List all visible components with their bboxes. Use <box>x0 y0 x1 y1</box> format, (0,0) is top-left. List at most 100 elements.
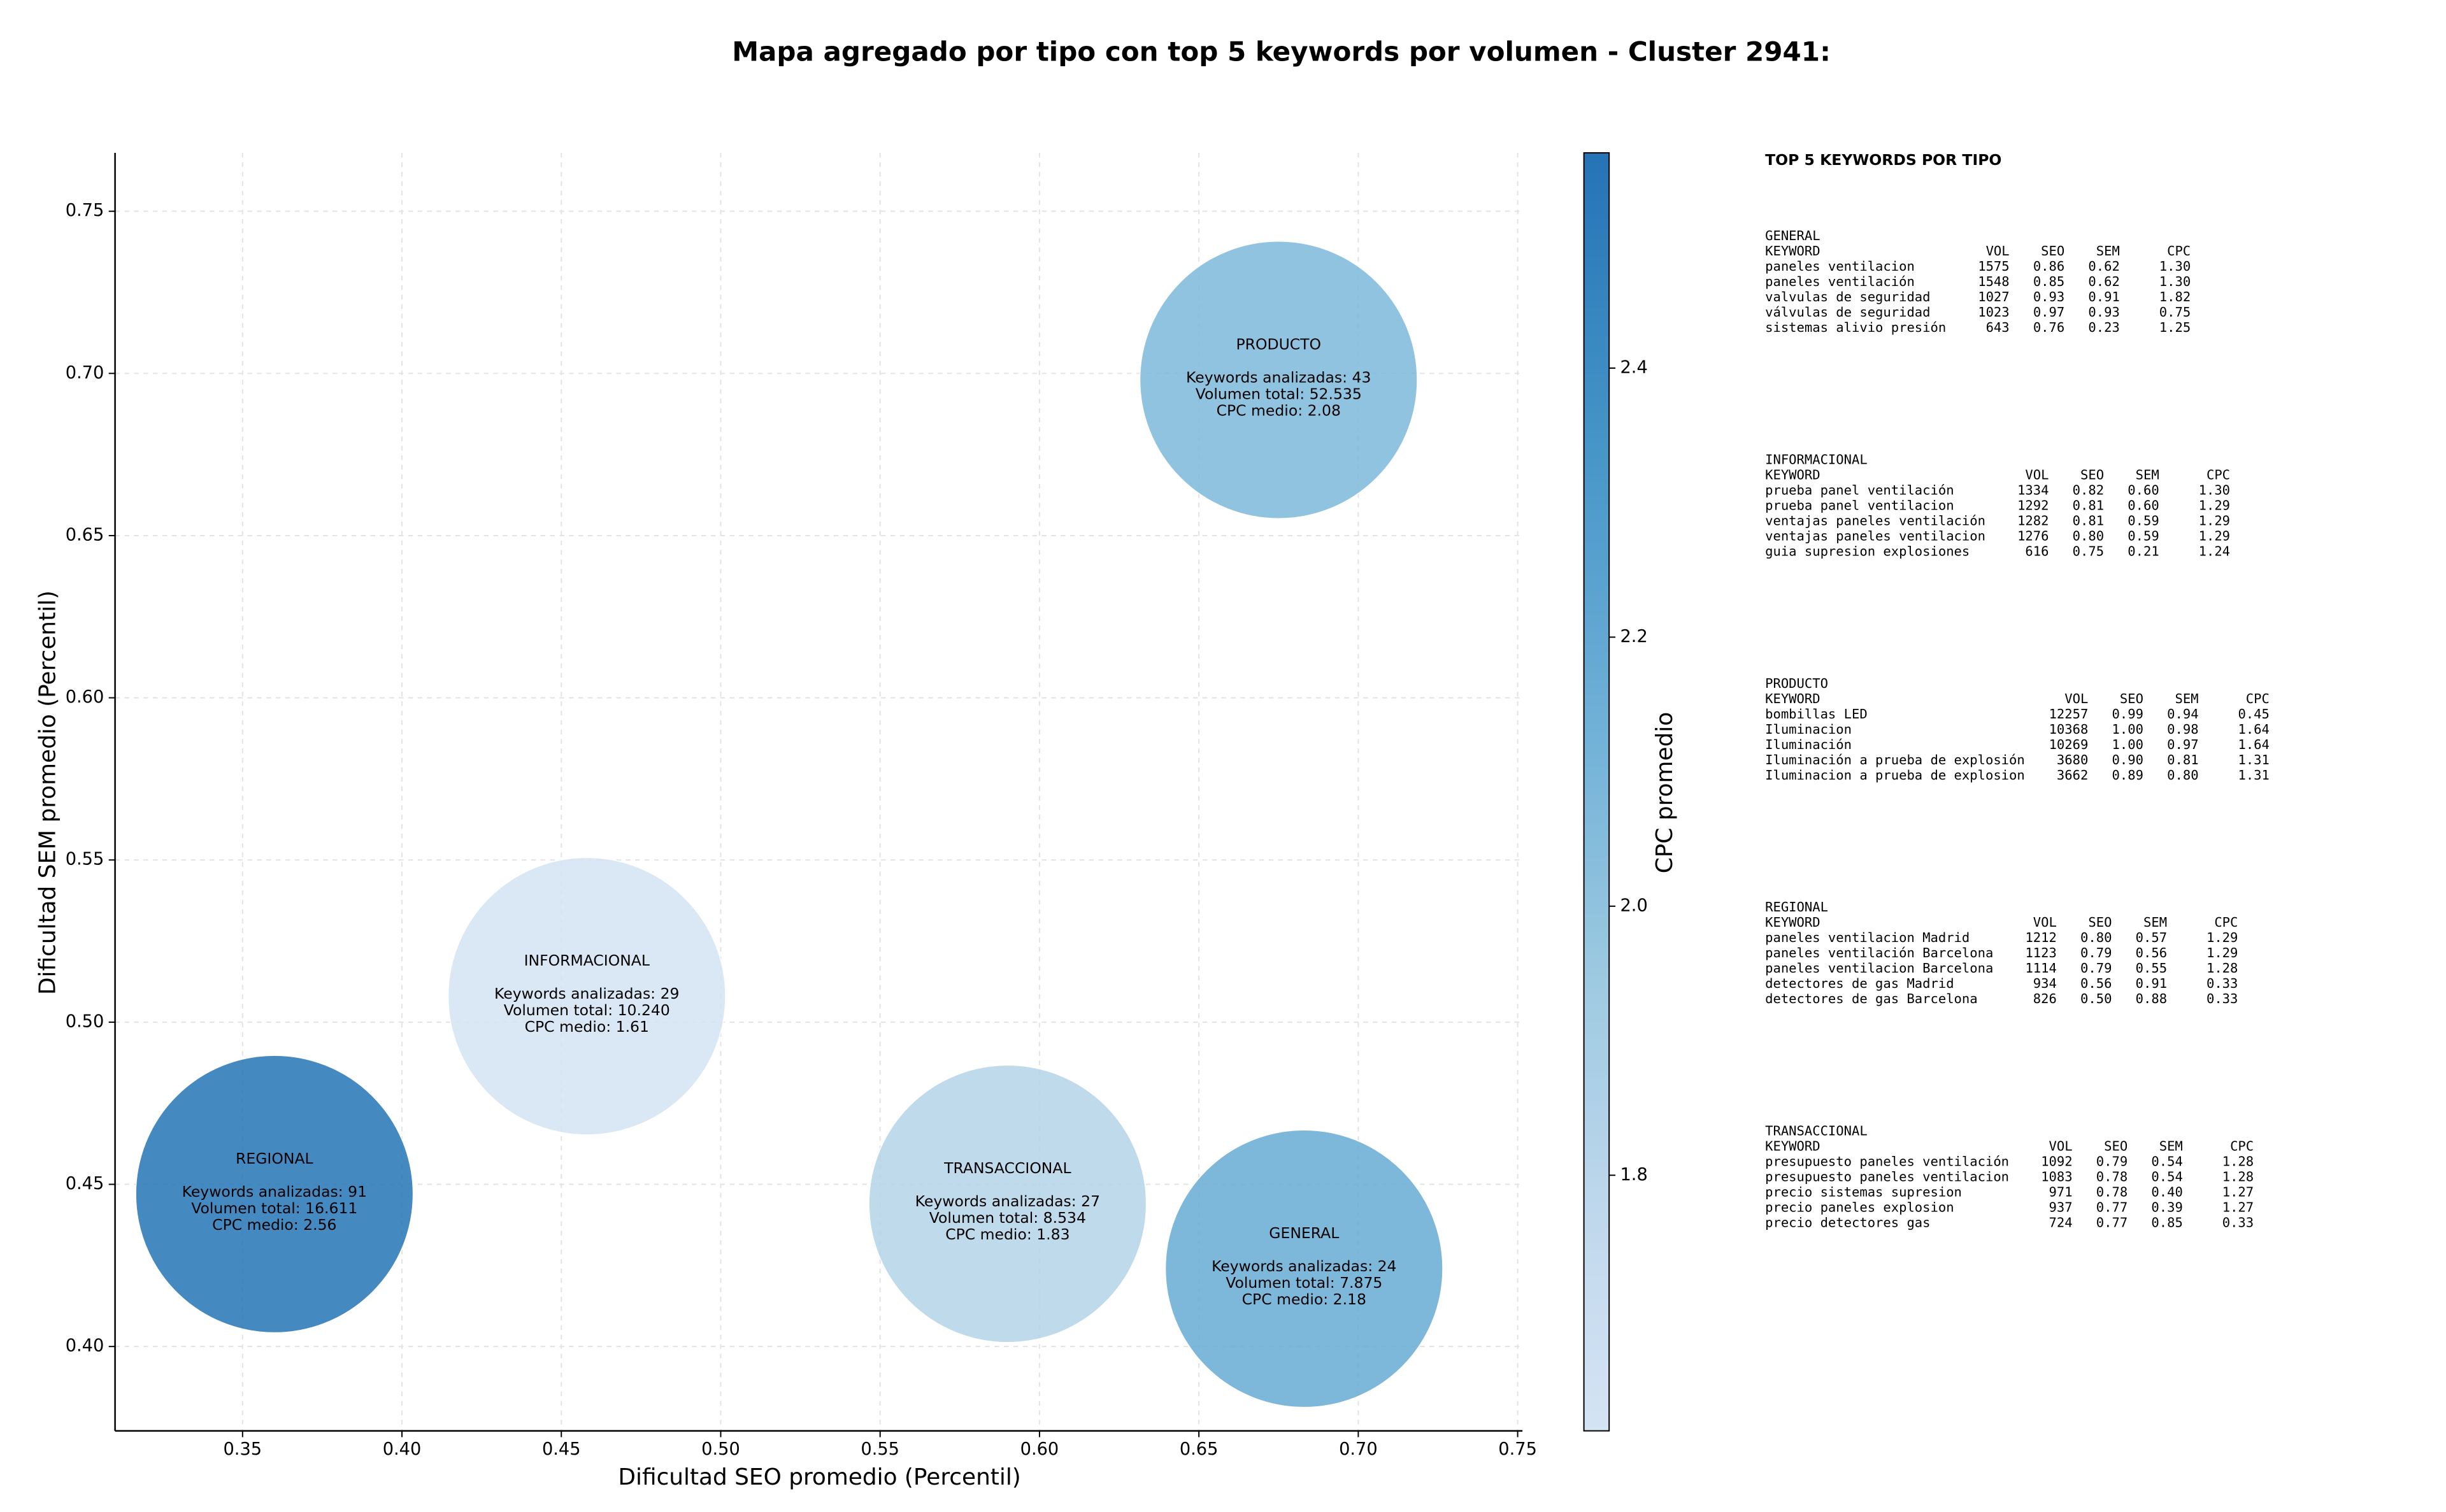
table-cell: 1.00 <box>2112 722 2143 737</box>
bubble-info: CPC medio: 1.83 <box>945 1225 1069 1243</box>
chart-title: Mapa agregado por tipo con top 5 keyword… <box>732 36 1831 68</box>
column-header: CPC <box>2167 243 2191 259</box>
bubble-info: Volumen total: 8.534 <box>929 1209 1086 1227</box>
table-cell: 643 <box>1986 320 2010 335</box>
column-header: CPC <box>2246 691 2270 706</box>
table-cell: 0.54 <box>2151 1169 2182 1184</box>
table-cell: Iluminacion a prueba de explosion <box>1765 767 2025 783</box>
colorbar-tick-label: 1.8 <box>1620 1165 1648 1185</box>
table-cell: 0.89 <box>2112 767 2143 783</box>
table-cell: 0.97 <box>2033 304 2064 320</box>
table-cell: 3662 <box>2057 767 2088 783</box>
bubble-info: Keywords analizadas: 27 <box>915 1192 1100 1210</box>
table-cell: 1123 <box>2025 945 2056 960</box>
column-header: SEO <box>2104 1138 2128 1153</box>
table-cell: 0.62 <box>2088 259 2119 274</box>
table-cell: 1.28 <box>2206 960 2238 976</box>
table-name: GENERAL <box>1765 228 1820 243</box>
column-header: KEYWORD <box>1765 691 1820 706</box>
column-header: SEM <box>2175 691 2198 706</box>
table-cell: 1.27 <box>2222 1184 2254 1199</box>
column-header: SEO <box>2120 691 2143 706</box>
table-cell: 0.80 <box>2073 528 2104 543</box>
table-cell: detectores de gas Barcelona <box>1765 991 1978 1006</box>
x-tick-label: 0.50 <box>701 1439 740 1459</box>
table-cell: 1.31 <box>2238 752 2269 767</box>
table-cell: precio sistemas supresion <box>1765 1184 1962 1199</box>
table-cell: 0.40 <box>2151 1184 2182 1199</box>
table-cell: Iluminación a prueba de explosión <box>1765 752 2025 767</box>
table-cell: 1282 <box>2017 513 2049 528</box>
y-tick-label: 0.70 <box>66 363 104 383</box>
table-cell: 0.98 <box>2167 722 2198 737</box>
table-cell: 1.29 <box>2199 513 2230 528</box>
y-tick-label: 0.60 <box>66 687 104 707</box>
bubble-info: CPC medio: 2.18 <box>1242 1290 1366 1308</box>
bubble-info: Keywords analizadas: 43 <box>1186 369 1371 387</box>
table-cell: 0.75 <box>2073 543 2104 559</box>
table-cell: 0.57 <box>2136 930 2167 945</box>
table-cell: 0.79 <box>2096 1153 2128 1169</box>
table-cell: 1.29 <box>2199 497 2230 513</box>
table-cell: 10269 <box>2049 737 2089 752</box>
table-cell: 1.29 <box>2199 528 2230 543</box>
bubble-label: INFORMACIONAL <box>524 952 650 969</box>
table-cell: 0.56 <box>2080 976 2112 991</box>
table-cell: 0.91 <box>2088 289 2119 304</box>
bubble-info: Volumen total: 10.240 <box>504 1001 670 1019</box>
table-cell: 1.29 <box>2206 930 2238 945</box>
table-cell: 1.00 <box>2112 737 2143 752</box>
table-cell: 826 <box>2033 991 2057 1006</box>
bubble-info: Volumen total: 7.875 <box>1226 1274 1382 1292</box>
bubble-info: Volumen total: 16.611 <box>191 1199 357 1217</box>
column-header: CPC <box>2206 467 2230 482</box>
x-tick-label: 0.45 <box>542 1439 581 1459</box>
table-cell: 934 <box>2033 976 2057 991</box>
table-cell: 1575 <box>1978 259 2009 274</box>
x-tick-label: 0.65 <box>1180 1439 1219 1459</box>
column-header: SEO <box>2088 915 2112 930</box>
table-cell: guia supresion explosiones <box>1765 543 1970 559</box>
table-cell: 0.80 <box>2167 767 2198 783</box>
table-cell: presupuesto paneles ventilación <box>1765 1153 2009 1169</box>
bubble-label: REGIONAL <box>236 1150 313 1167</box>
column-header: VOL <box>2049 1138 2073 1153</box>
table-cell: 1.30 <box>2199 482 2230 497</box>
column-header: SEM <box>2159 1138 2183 1153</box>
table-cell: 0.78 <box>2096 1184 2128 1199</box>
table-cell: 1.31 <box>2238 767 2269 783</box>
table-cell: 0.60 <box>2128 482 2159 497</box>
bubble-info: Keywords analizadas: 29 <box>494 985 679 1002</box>
column-header: VOL <box>2033 915 2057 930</box>
x-tick-label: 0.55 <box>861 1439 899 1459</box>
column-header: SEO <box>2041 243 2064 259</box>
table-cell: ventajas paneles ventilación <box>1765 513 1985 528</box>
table-cell: 0.93 <box>2088 304 2119 320</box>
y-tick-label: 0.75 <box>66 201 104 220</box>
table-cell: 0.77 <box>2096 1199 2128 1215</box>
bubble-label: GENERAL <box>1269 1224 1339 1242</box>
bubble <box>1139 241 1418 519</box>
table-cell: valvulas de seguridad <box>1765 289 1930 304</box>
table-cell: 1023 <box>1978 304 2009 320</box>
table-cell: 1114 <box>2025 960 2056 976</box>
table-cell: 0.81 <box>2073 513 2104 528</box>
table-cell: Iluminacion <box>1765 722 1852 737</box>
table-cell: precio detectores gas <box>1765 1215 1930 1230</box>
colorbar-tick-label: 2.0 <box>1620 895 1648 915</box>
column-header: VOL <box>2025 467 2049 482</box>
table-cell: 1.28 <box>2222 1169 2254 1184</box>
table-cell: paneles ventilacion Barcelona <box>1765 960 1993 976</box>
table-cell: 3680 <box>2057 752 2088 767</box>
x-tick-label: 0.40 <box>383 1439 422 1459</box>
column-header: KEYWORD <box>1765 467 1820 482</box>
table-cell: 1.25 <box>2159 320 2191 335</box>
table-cell: 1276 <box>2017 528 2049 543</box>
table-name: PRODUCTO <box>1765 676 1828 691</box>
table-cell: 0.91 <box>2136 976 2167 991</box>
table-cell: 0.60 <box>2128 497 2159 513</box>
bubble <box>447 857 726 1136</box>
table-cell: paneles ventilacion Madrid <box>1765 930 1970 945</box>
bubble-info: CPC medio: 2.08 <box>1217 401 1341 419</box>
